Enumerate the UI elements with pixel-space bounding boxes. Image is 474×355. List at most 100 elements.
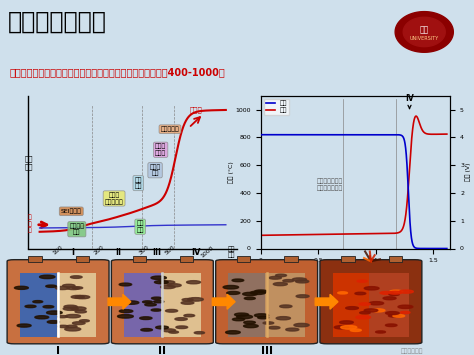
Circle shape	[73, 287, 82, 289]
Circle shape	[176, 326, 188, 329]
FancyBboxPatch shape	[180, 256, 193, 262]
Circle shape	[273, 283, 287, 286]
Circle shape	[39, 275, 55, 279]
Circle shape	[357, 280, 367, 282]
Circle shape	[66, 325, 77, 328]
FancyBboxPatch shape	[76, 256, 89, 262]
Circle shape	[165, 310, 178, 312]
Text: 热
温
用: 热 温 用	[27, 215, 31, 234]
FancyBboxPatch shape	[389, 256, 402, 262]
Circle shape	[65, 327, 81, 331]
Circle shape	[119, 310, 133, 313]
Circle shape	[360, 312, 370, 314]
Text: 正极
分解: 正极 分解	[135, 177, 142, 189]
Circle shape	[232, 279, 244, 282]
FancyBboxPatch shape	[133, 256, 146, 262]
Circle shape	[235, 313, 248, 316]
Circle shape	[175, 318, 187, 321]
Circle shape	[243, 293, 257, 296]
Circle shape	[401, 311, 410, 313]
FancyBboxPatch shape	[20, 273, 56, 337]
Circle shape	[383, 297, 396, 300]
FancyBboxPatch shape	[124, 273, 201, 337]
Text: 反应
温度: 反应 温度	[228, 246, 235, 258]
Circle shape	[250, 291, 265, 294]
Text: III: III	[396, 262, 405, 271]
Circle shape	[25, 305, 36, 308]
Polygon shape	[212, 294, 235, 309]
Text: 热失控是由副反应引发的链式反应，发热量可使电池温度升高400-1000度: 热失控是由副反应引发的链式反应，发热量可使电池温度升高400-1000度	[9, 67, 225, 77]
FancyBboxPatch shape	[237, 256, 250, 262]
Circle shape	[237, 315, 253, 318]
Circle shape	[58, 325, 68, 328]
Circle shape	[65, 315, 81, 318]
X-axis label: 时间 X 10⁵ s: 时间 X 10⁵ s	[340, 263, 371, 269]
Polygon shape	[315, 294, 338, 309]
Text: 电池热失控机制: 电池热失控机制	[8, 10, 107, 34]
Circle shape	[140, 317, 152, 320]
Text: I: I	[72, 248, 74, 257]
Circle shape	[223, 285, 238, 289]
Circle shape	[232, 318, 245, 321]
Text: 隔膜基质
熔化: 隔膜基质 熔化	[69, 223, 84, 235]
Circle shape	[187, 281, 201, 284]
FancyBboxPatch shape	[20, 273, 96, 337]
Circle shape	[386, 312, 399, 315]
Circle shape	[188, 297, 203, 301]
Circle shape	[294, 323, 309, 327]
Circle shape	[263, 322, 274, 324]
FancyBboxPatch shape	[284, 256, 298, 262]
Y-axis label: 电压 (V): 电压 (V)	[465, 163, 471, 181]
Circle shape	[58, 316, 67, 318]
Text: 1000: 1000	[200, 245, 215, 258]
Text: IV: IV	[191, 248, 201, 257]
FancyBboxPatch shape	[228, 273, 265, 337]
Text: 热失控中温度与
电压变化全过程: 热失控中温度与 电压变化全过程	[317, 179, 343, 191]
Text: 200: 200	[93, 245, 105, 256]
FancyBboxPatch shape	[320, 260, 422, 344]
Circle shape	[194, 332, 204, 334]
Circle shape	[286, 328, 299, 331]
Text: I: I	[56, 346, 60, 355]
Circle shape	[155, 326, 168, 329]
FancyBboxPatch shape	[333, 273, 409, 337]
FancyBboxPatch shape	[28, 256, 42, 262]
Polygon shape	[108, 294, 131, 309]
Circle shape	[371, 309, 385, 312]
Circle shape	[15, 286, 28, 289]
Text: 100: 100	[52, 245, 64, 256]
Circle shape	[389, 293, 399, 296]
Circle shape	[55, 286, 69, 290]
FancyBboxPatch shape	[216, 260, 318, 344]
Text: 电解质
分解: 电解质 分解	[149, 164, 161, 176]
Circle shape	[151, 309, 161, 311]
Text: II: II	[367, 262, 373, 271]
Circle shape	[155, 281, 168, 284]
Circle shape	[71, 295, 84, 299]
FancyBboxPatch shape	[341, 256, 355, 262]
Circle shape	[280, 305, 292, 308]
Circle shape	[46, 311, 62, 315]
Circle shape	[244, 297, 255, 300]
Circle shape	[334, 326, 349, 329]
Circle shape	[73, 322, 85, 324]
Circle shape	[369, 302, 383, 305]
Circle shape	[244, 321, 255, 324]
Circle shape	[385, 324, 397, 327]
Text: IV: IV	[405, 94, 414, 109]
Circle shape	[152, 297, 162, 299]
Circle shape	[67, 287, 80, 290]
Circle shape	[151, 276, 166, 279]
Circle shape	[80, 320, 89, 322]
FancyBboxPatch shape	[124, 273, 161, 337]
Circle shape	[255, 290, 267, 293]
Circle shape	[341, 326, 357, 329]
Circle shape	[43, 306, 54, 308]
Circle shape	[17, 324, 31, 327]
Circle shape	[184, 315, 195, 317]
Text: 负极与
电解液反应: 负极与 电解液反应	[105, 192, 123, 204]
Text: III: III	[153, 248, 162, 257]
Circle shape	[182, 299, 193, 301]
Circle shape	[346, 307, 358, 310]
Circle shape	[227, 291, 240, 294]
